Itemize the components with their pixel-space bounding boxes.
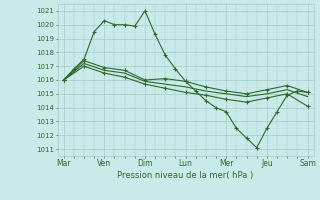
X-axis label: Pression niveau de la mer( hPa ): Pression niveau de la mer( hPa ) — [117, 171, 254, 180]
